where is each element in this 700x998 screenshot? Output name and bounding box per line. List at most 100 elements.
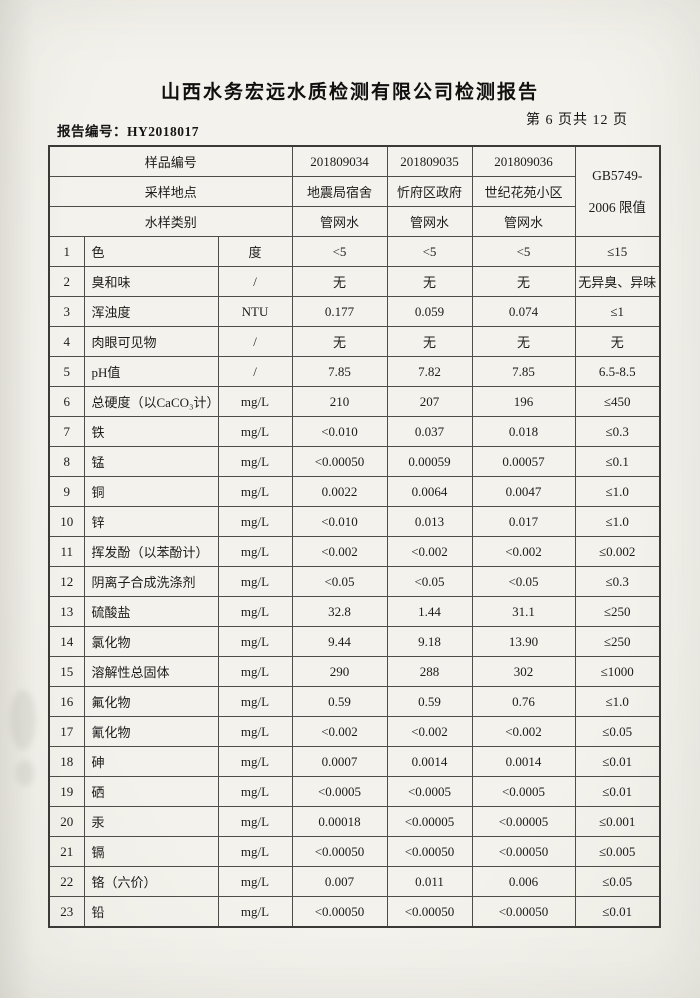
value-3: 0.00057 <box>471 446 576 477</box>
unit: mg/L <box>217 536 293 567</box>
unit: mg/L <box>217 416 293 447</box>
header-row-sample-type: 水样类别 管网水 管网水 管网水 <box>48 206 660 237</box>
limit-value: 无异臭、异味 <box>574 266 661 297</box>
param-name: 锰 <box>83 446 219 477</box>
param-name: 铜 <box>83 476 219 507</box>
value-1: <0.002 <box>291 716 388 747</box>
value-3: 0.76 <box>471 686 576 717</box>
results-body: 1 色度 <5 <5 <5 ≤15 2 臭和味 / 无无无无异臭、异味 3 浑浊度 NTU 0.177 0.… <box>48 236 661 928</box>
unit: mg/L <box>217 836 293 867</box>
limit-value: ≤1000 <box>574 656 661 687</box>
value-1: 0.0007 <box>291 746 388 777</box>
table-row: 1 色度 <5 <5 <5 ≤15 <box>48 236 661 267</box>
table-row: 9 铜 mg/L 0.0022 0.0064 0.0047 ≤1.0 <box>48 476 661 507</box>
param-name: 氯化物 <box>83 626 219 657</box>
unit: / <box>217 326 293 357</box>
row-number: 17 <box>48 716 85 747</box>
value-3: 196 <box>471 386 576 417</box>
value-3: 31.1 <box>471 596 576 627</box>
limit-value: ≤450 <box>574 386 661 417</box>
limit-value: ≤0.05 <box>574 866 661 897</box>
value-1: 无 <box>291 326 388 357</box>
limit-value: ≤1 <box>574 296 661 327</box>
limit-value: ≤0.01 <box>574 896 661 928</box>
param-name: 铁 <box>83 416 219 447</box>
row-number: 9 <box>48 476 85 507</box>
unit: mg/L <box>217 566 293 597</box>
row-number: 18 <box>48 746 85 777</box>
param-name: 浑浊度 <box>83 296 219 327</box>
param-name: 肉眼可见物 <box>83 326 219 357</box>
value-1: <0.00050 <box>291 446 388 477</box>
limit-header-line2: 2006 限值 <box>588 199 646 215</box>
location-1: 地震局宿舍 <box>291 176 388 207</box>
limit-value: ≤0.1 <box>574 446 661 477</box>
value-1: <0.010 <box>291 416 388 447</box>
value-3: 0.0047 <box>471 476 576 507</box>
value-3: 无 <box>471 326 576 357</box>
value-2: <0.00050 <box>386 836 473 867</box>
value-1: 7.85 <box>291 356 388 387</box>
limit-value: ≤0.001 <box>574 806 661 837</box>
row-number: 15 <box>48 656 85 687</box>
row-number: 13 <box>48 596 85 627</box>
value-2: 288 <box>386 656 473 687</box>
unit: mg/L <box>217 776 293 807</box>
table-row: 21 镉 mg/L <0.00050 <0.00050 <0.00050 ≤0.005 <box>48 836 661 867</box>
unit: mg/L <box>217 626 293 657</box>
sample-id-1: 201809034 <box>291 145 388 177</box>
value-1: <0.010 <box>291 506 388 537</box>
location-2: 忻府区政府 <box>386 176 473 207</box>
row-number: 4 <box>48 326 85 357</box>
unit: mg/L <box>217 686 293 717</box>
param-name: 溶解性总固体 <box>83 656 219 687</box>
param-name: 硒 <box>83 776 219 807</box>
value-1: 0.00018 <box>291 806 388 837</box>
value-2: 207 <box>386 386 473 417</box>
value-1: 32.8 <box>291 596 388 627</box>
value-1: 0.59 <box>291 686 388 717</box>
param-name: 挥发酚（以苯酚计） <box>83 536 219 567</box>
row-number: 6 <box>48 386 85 417</box>
header-row-sample-id: 样品编号 201809034 201809035 201809036 GB574… <box>48 145 661 237</box>
param-name: 臭和味 <box>83 266 219 297</box>
value-2: 0.011 <box>386 866 473 897</box>
value-3: <0.00050 <box>471 896 576 928</box>
page-indicator: 第 6 页共 12 页 <box>526 113 628 128</box>
param-name: 硫酸盐 <box>83 596 219 627</box>
limit-value: ≤0.3 <box>574 416 661 447</box>
value-2: 9.18 <box>386 626 473 657</box>
limit-value: ≤1.0 <box>574 476 661 507</box>
param-name: 色 <box>83 236 219 267</box>
value-2: 0.037 <box>386 416 473 447</box>
unit: mg/L <box>217 506 293 537</box>
value-3: <0.00005 <box>471 806 576 837</box>
unit: mg/L <box>217 896 293 928</box>
value-2: 7.82 <box>386 356 473 387</box>
table-row: 23 铅 mg/L <0.00050 <0.00050 <0.00050 ≤0.01 <box>48 896 661 928</box>
scan-edge-shadow <box>0 0 34 998</box>
row-number: 5 <box>48 356 85 387</box>
param-name: 汞 <box>83 806 219 837</box>
scan-artifact <box>16 760 34 786</box>
unit: / <box>217 266 293 297</box>
value-2: <0.002 <box>386 716 473 747</box>
value-2: <0.00050 <box>386 896 473 928</box>
limit-value: ≤0.01 <box>574 776 661 807</box>
sample-id-label: 样品编号 <box>48 145 293 177</box>
row-number: 8 <box>48 446 85 477</box>
limit-value: ≤1.0 <box>574 506 661 537</box>
sample-type-3: 管网水 <box>471 206 576 237</box>
unit: mg/L <box>217 656 293 687</box>
limit-value: ≤1.0 <box>574 686 661 717</box>
limit-value: ≤250 <box>574 596 661 627</box>
limit-value: ≤15 <box>574 236 661 267</box>
table-row: 16 氟化物 mg/L 0.59 0.59 0.76 ≤1.0 <box>48 686 661 717</box>
value-2: 无 <box>386 266 473 297</box>
value-1: 210 <box>291 386 388 417</box>
table-row: 8 锰 mg/L <0.00050 0.00059 0.00057 ≤0.1 <box>48 446 661 477</box>
value-1: <0.002 <box>291 536 388 567</box>
value-2: 0.059 <box>386 296 473 327</box>
unit: mg/L <box>217 596 293 627</box>
value-3: 7.85 <box>471 356 576 387</box>
